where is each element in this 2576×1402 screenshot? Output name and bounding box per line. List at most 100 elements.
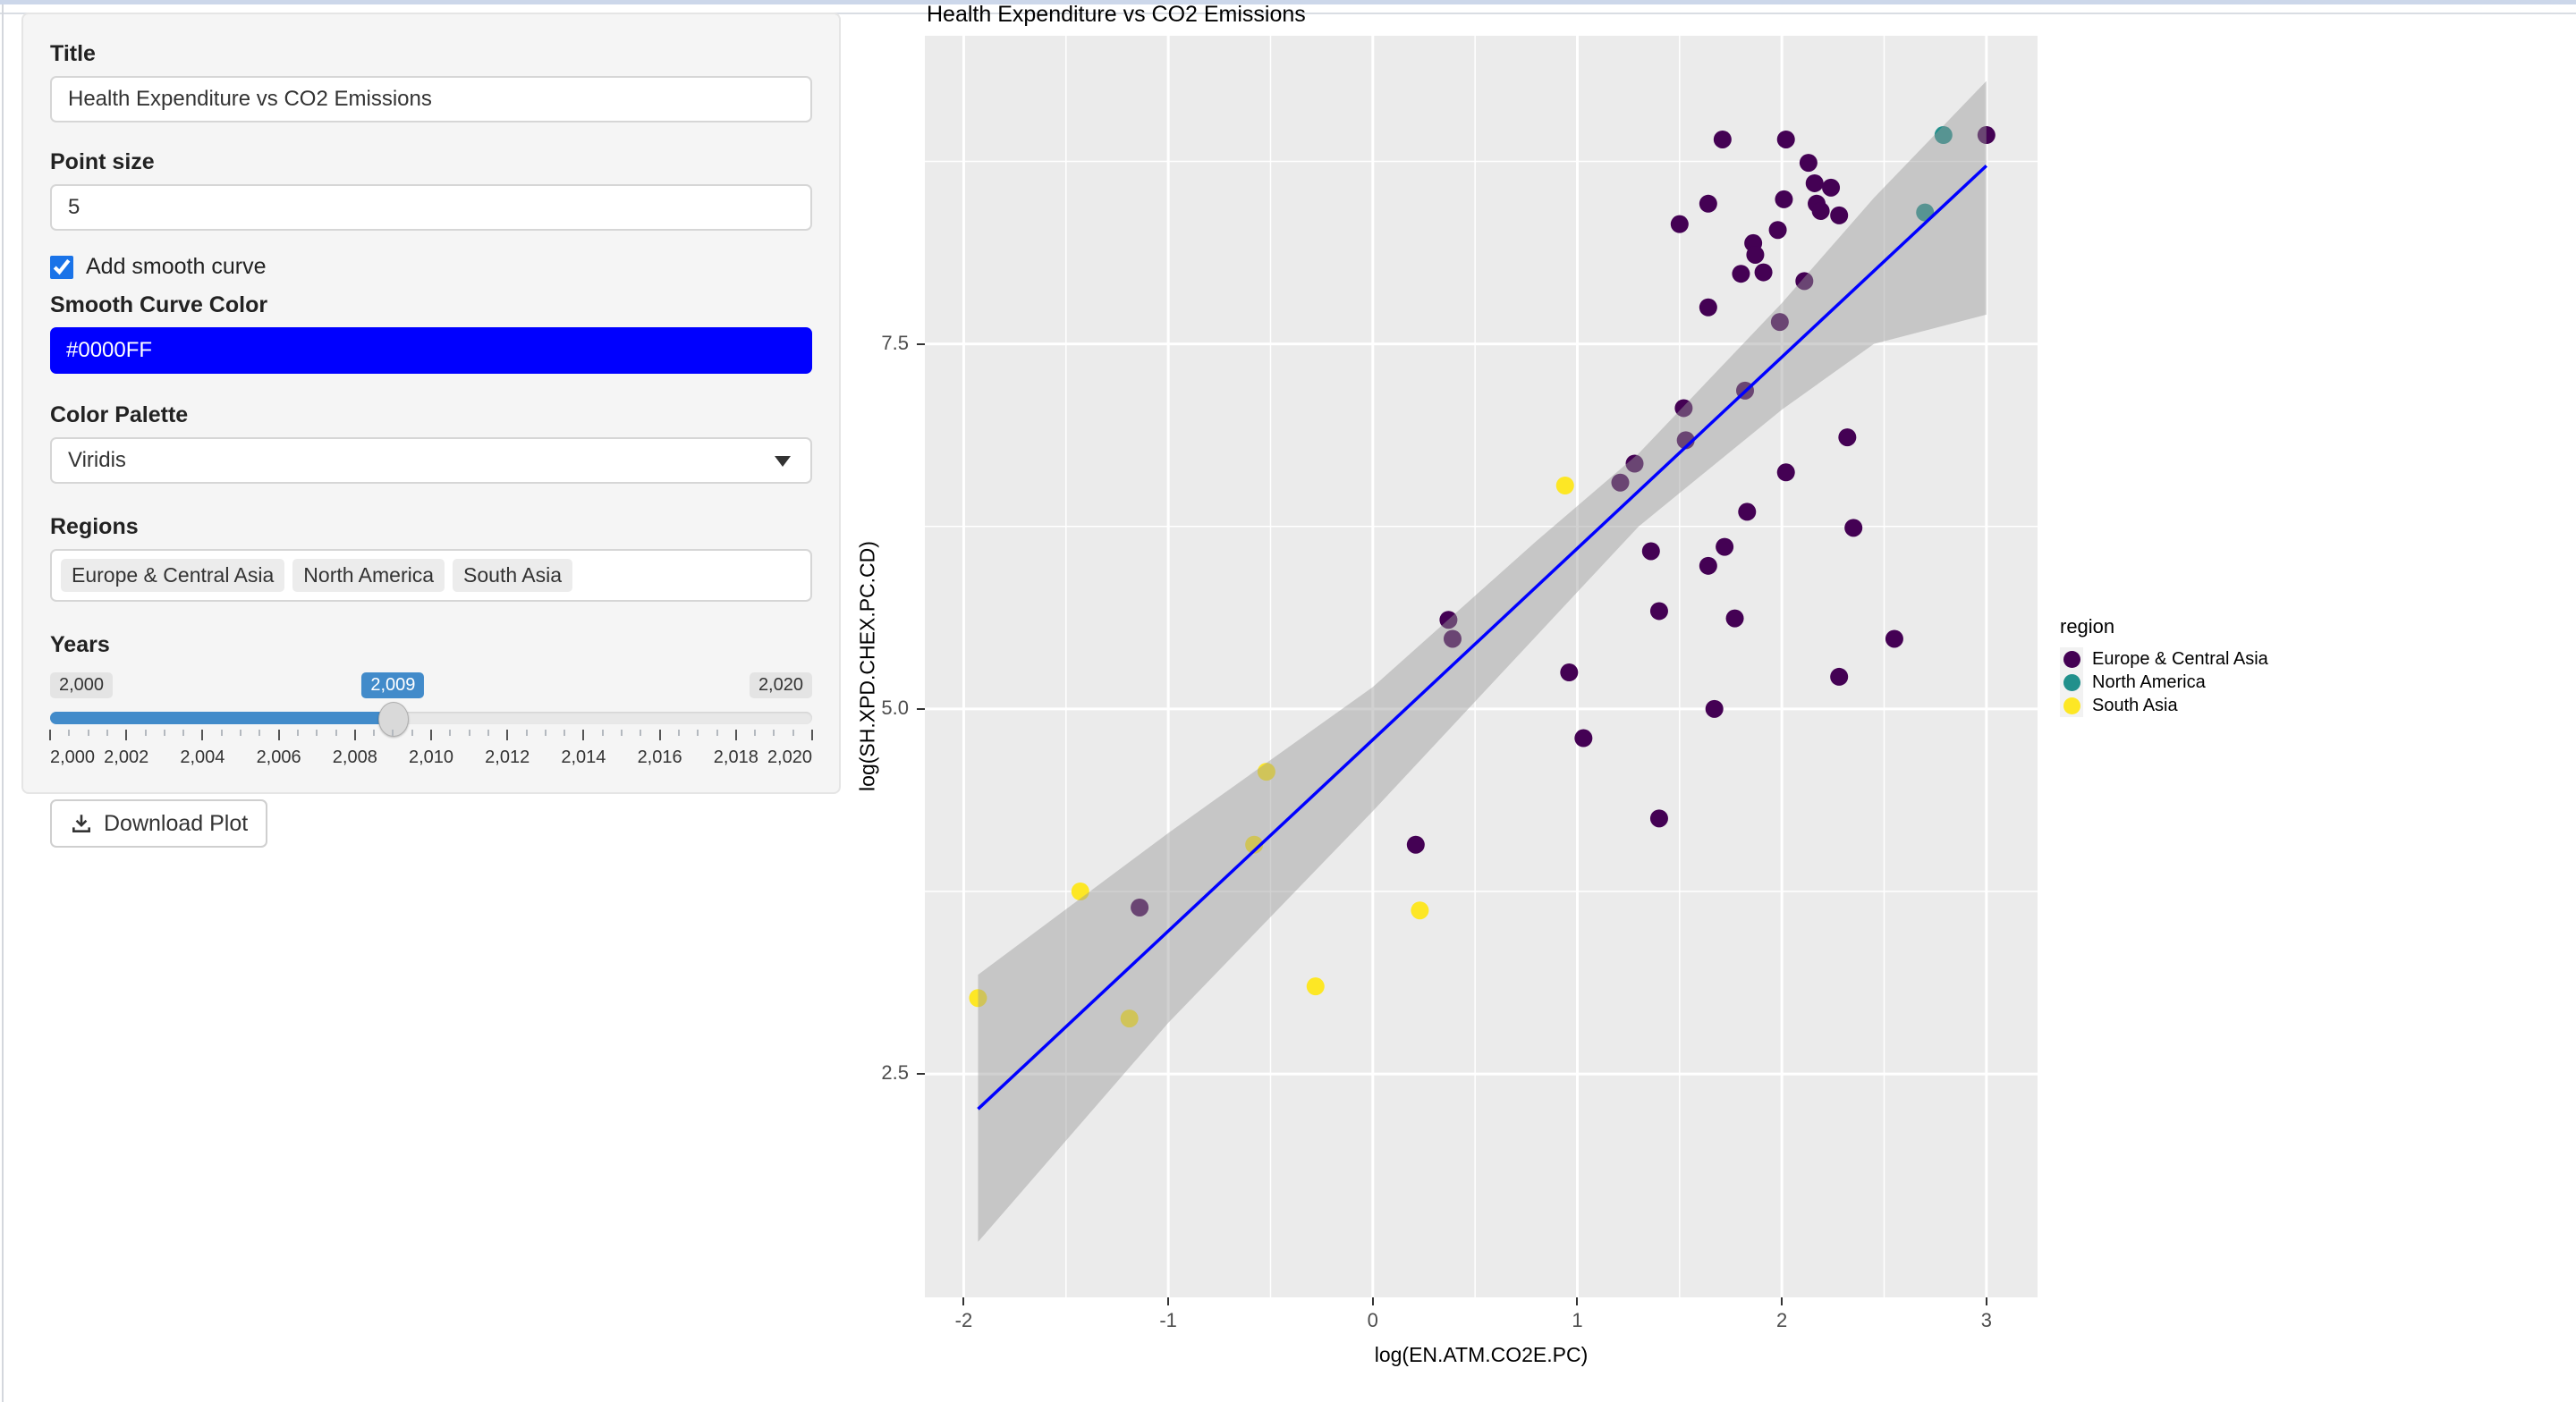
- scatter-plot: log(EN.ATM.CO2E.PC) log(SH.XPD.CHEX.PC.C…: [856, 36, 2268, 1366]
- slider-grid-minor-tick: [621, 730, 623, 736]
- x-tick-label: -1: [1159, 1309, 1177, 1331]
- y-axis-tick: [917, 342, 925, 345]
- download-plot-button[interactable]: Download Plot: [50, 799, 268, 848]
- legend-label: Europe & Central Asia: [2092, 648, 2268, 669]
- data-point: [1844, 519, 1863, 537]
- color-palette-select[interactable]: Viridis: [50, 437, 812, 484]
- legend-title: region: [2060, 615, 2115, 638]
- data-point: [1705, 699, 1724, 718]
- slider-grid-label: 2,012: [485, 747, 530, 767]
- slider-grid-label: 2,008: [332, 747, 377, 767]
- region-tag[interactable]: South Asia: [453, 559, 572, 592]
- title-label: Title: [50, 41, 96, 66]
- x-axis-tick: [1167, 1297, 1170, 1305]
- data-point: [1131, 898, 1149, 916]
- title-input[interactable]: [50, 76, 812, 122]
- x-axis-title: log(EN.ATM.CO2E.PC): [1374, 1343, 1589, 1366]
- data-point: [1257, 763, 1275, 781]
- x-axis-tick: [1576, 1297, 1579, 1305]
- data-point: [1699, 556, 1717, 575]
- download-icon: [72, 815, 90, 832]
- x-axis-tick: [1371, 1297, 1374, 1305]
- left-window-border: [2, 4, 4, 1402]
- slider-handle[interactable]: [378, 702, 410, 737]
- data-point: [1934, 126, 1953, 145]
- data-point: [1574, 729, 1593, 747]
- slider-grid-minor-tick: [697, 730, 699, 736]
- slider-grid-tick: [353, 730, 356, 740]
- years-slider: 2,000 2,009 2,020 2,000 2,002 2,004 2,006 2,…: [49, 672, 813, 780]
- data-point: [1799, 154, 1818, 173]
- data-point: [1776, 130, 1795, 148]
- legend-key: [2060, 671, 2083, 694]
- smooth-ribbon: [978, 80, 1987, 1242]
- data-point: [1754, 263, 1773, 282]
- data-point: [1977, 126, 1996, 145]
- slider-grid: 2,000 2,002 2,004 2,006 2,008 2,010 2,012 2,014…: [49, 730, 813, 780]
- slider-grid-minor-tick: [106, 730, 108, 736]
- data-point: [1830, 667, 1849, 686]
- data-point: [1071, 882, 1089, 900]
- browser-top-edge: [0, 0, 2576, 4]
- data-point: [1725, 609, 1744, 628]
- slider-grid-minor-tick: [640, 730, 642, 736]
- slider-grid-minor-tick: [792, 730, 794, 736]
- slider-value-badge: 2,009: [361, 672, 425, 698]
- regions-input[interactable]: Europe & Central Asia North America Sout…: [50, 549, 812, 602]
- slider-grid-minor-tick: [240, 730, 242, 736]
- x-tick-label: 2: [1776, 1309, 1788, 1331]
- plot-title: Health Expenditure vs CO2 Emissions: [927, 2, 1306, 27]
- data-point: [1746, 245, 1765, 264]
- y-tick-label: 5.0: [881, 696, 909, 719]
- download-plot-label: Download Plot: [104, 810, 249, 836]
- plot-panel: [925, 36, 2038, 1297]
- legend-row: Europe & Central Asia: [2060, 647, 2268, 671]
- smooth-curve-checkbox-label[interactable]: Add smooth curve: [86, 254, 267, 279]
- slider-grid-tick: [582, 730, 585, 740]
- slider-grid-tick: [277, 730, 280, 740]
- slider-grid-minor-tick: [335, 730, 337, 736]
- data-point: [1768, 221, 1787, 240]
- slider-grid-tick: [506, 730, 509, 740]
- y-tick-label: 7.5: [881, 331, 909, 354]
- smooth-color-input[interactable]: #0000FF: [50, 327, 812, 374]
- smooth-line: [977, 165, 1988, 1111]
- slider-grid-minor-tick: [163, 730, 165, 736]
- region-tag[interactable]: North America: [292, 559, 445, 592]
- legend-dot-icon: [2063, 650, 2080, 668]
- x-tick-label: 1: [1572, 1309, 1583, 1331]
- top-divider: [0, 13, 2576, 14]
- data-point: [1625, 454, 1644, 473]
- slider-grid-tick: [658, 730, 661, 740]
- data-point: [969, 989, 987, 1008]
- legend-row: North America: [2060, 671, 2268, 694]
- point-size-input[interactable]: [50, 184, 812, 231]
- data-point: [1885, 629, 1903, 648]
- sidebar-panel: Title Point size Add smooth curve Smooth…: [21, 13, 841, 848]
- data-point: [1245, 835, 1264, 854]
- region-tag[interactable]: Europe & Central Asia: [61, 559, 285, 592]
- slider-grid-label: 2,006: [256, 747, 301, 767]
- data-point: [1795, 272, 1814, 291]
- plot-legend: region Europe & Central Asia North Americ…: [2060, 615, 2268, 717]
- legend-label: North America: [2092, 671, 2206, 692]
- data-point: [1775, 190, 1793, 208]
- data-point: [1838, 428, 1857, 447]
- data-point: [1670, 215, 1689, 233]
- slider-grid-minor-tick: [716, 730, 718, 736]
- years-label: Years: [50, 632, 110, 657]
- slider-grid-minor-tick: [296, 730, 299, 736]
- slider-track[interactable]: [50, 702, 812, 737]
- legend-label: South Asia: [2092, 695, 2178, 715]
- smooth-curve-checkbox[interactable]: [50, 255, 73, 279]
- slider-grid-minor-tick: [544, 730, 547, 736]
- slider-badges: 2,000 2,009 2,020: [50, 672, 812, 705]
- slider-grid-minor-tick: [773, 730, 775, 736]
- slider-grid-minor-tick: [449, 730, 452, 736]
- slider-grid-label: 2,014: [561, 747, 606, 767]
- slider-grid-tick: [734, 730, 737, 740]
- data-point: [1555, 476, 1574, 494]
- slider-min-badge: 2,000: [50, 672, 114, 698]
- data-point: [1120, 1009, 1139, 1028]
- x-tick-label: 0: [1367, 1309, 1378, 1331]
